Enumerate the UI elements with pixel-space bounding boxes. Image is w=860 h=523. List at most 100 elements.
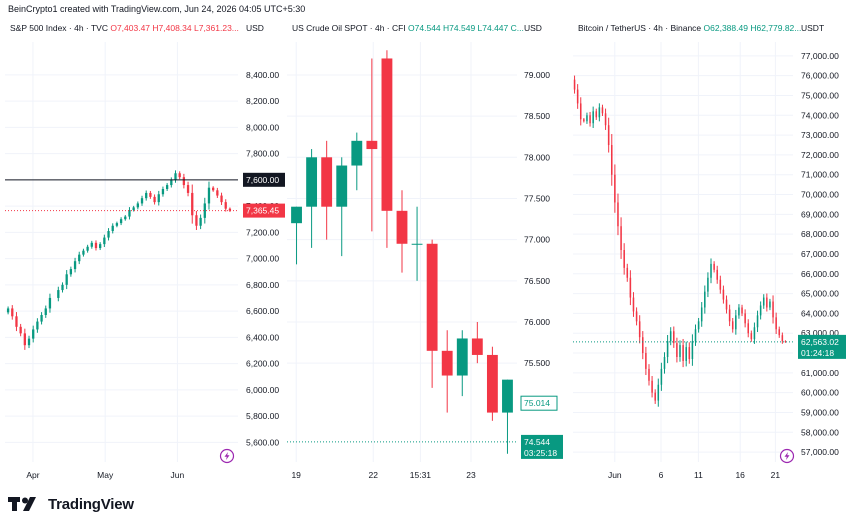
candle-body: [781, 335, 784, 342]
candle-body: [688, 347, 691, 359]
candle-body: [586, 115, 588, 122]
candle-body: [119, 219, 123, 224]
candle-body: [170, 179, 173, 186]
candle-body: [694, 329, 697, 342]
lightning-icon[interactable]: [779, 448, 795, 464]
ohlc-value: L74.447: [478, 23, 511, 33]
sp500-chart[interactable]: S&P 500 Index · 4h · TVC O7,403.47 H7,40…: [0, 0, 285, 490]
last-price-badge: [521, 434, 563, 459]
y-tick-label: 73,000.00: [801, 130, 839, 140]
candle-body: [713, 263, 715, 270]
candle-body: [6, 308, 10, 313]
y-tick-label: 78.000: [524, 152, 550, 162]
candle-body: [601, 107, 604, 114]
candle-body: [36, 321, 39, 330]
last-price-label: 74.544: [524, 437, 550, 447]
candle-body: [69, 269, 73, 275]
candle-body: [411, 243, 423, 245]
candle-body: [645, 353, 647, 369]
candle-body: [673, 331, 675, 344]
y-tick-label: 77.000: [524, 235, 550, 245]
ohlc-value: H7,408.34: [152, 23, 194, 33]
crude-oil-chart[interactable]: US Crude Oil SPOT · 4h · CFI O74.544 H74…: [285, 0, 571, 490]
ohlc-value: O7,403.47: [110, 23, 152, 33]
candle-body: [772, 301, 774, 318]
ohlc-value: L7,361.23...: [194, 23, 239, 33]
candle-body: [756, 315, 759, 328]
symbol-label: Bitcoin / TetherUS · 4h · Binance: [578, 23, 704, 33]
x-tick-label: 16: [735, 470, 745, 480]
y-tick-label: 58,000.00: [801, 427, 839, 437]
candle-body: [182, 177, 186, 186]
candle-body: [707, 277, 709, 292]
candle-body: [710, 263, 712, 278]
candle-body: [629, 277, 632, 298]
candle-body: [203, 203, 206, 218]
y-tick-label: 6,600.00: [246, 306, 279, 316]
y-tick-label: 6,400.00: [246, 332, 279, 342]
candle-body: [731, 321, 734, 330]
candle-body: [199, 217, 202, 226]
candle-body: [725, 299, 728, 310]
x-tick-label: Jun: [171, 470, 185, 480]
candle-body: [583, 119, 585, 122]
candle-body: [224, 202, 227, 209]
candle-body: [576, 89, 579, 104]
x-tick-label: 19: [291, 470, 301, 480]
ohlc-value: O74.544: [408, 23, 443, 33]
candle-body: [617, 202, 619, 227]
chart-credit: BeinCrypto1 created with TradingView.com…: [8, 4, 306, 14]
candle-body: [132, 207, 135, 210]
candle-body: [741, 307, 743, 314]
candle-body: [48, 297, 52, 309]
x-tick-label: Jun: [608, 470, 622, 480]
candle-body: [623, 250, 625, 268]
candle-body: [635, 311, 638, 322]
candle-body: [149, 192, 152, 197]
candle-body: [111, 225, 114, 231]
y-tick-label: 65,000.00: [801, 289, 839, 299]
bitcoin-chart[interactable]: Bitcoin / TetherUS · 4h · Binance O62,38…: [571, 0, 860, 490]
candle-body: [648, 368, 650, 381]
candle-body: [654, 392, 656, 401]
candle-body: [679, 345, 681, 357]
candle-body: [212, 187, 215, 191]
candle-body: [651, 380, 653, 393]
candle-body: [700, 307, 703, 322]
y-tick-label: 68,000.00: [801, 229, 839, 239]
candle-body: [762, 297, 765, 306]
candle-body: [759, 305, 762, 316]
candle-body: [614, 174, 616, 203]
candle-body: [32, 329, 35, 339]
currency-label: USD: [524, 23, 542, 33]
candle-body: [291, 206, 302, 224]
candle-body: [140, 198, 144, 204]
y-tick-label: 71,000.00: [801, 170, 839, 180]
x-tick-label: 15:31: [410, 470, 432, 480]
candle-body: [663, 357, 666, 369]
candle-body: [165, 185, 169, 189]
lightning-icon[interactable]: [219, 448, 235, 464]
candle-body: [691, 341, 694, 359]
candle-body: [90, 242, 93, 247]
candle-body: [336, 165, 348, 207]
tradingview-logo-icon: [8, 497, 36, 511]
candle-body: [216, 190, 219, 196]
candle-body: [174, 173, 177, 180]
y-tick-label: 63,000.00: [801, 328, 839, 338]
candle-body: [44, 308, 47, 315]
ohlc-value: O62,388.49: [704, 23, 751, 33]
currency-label: USDT: [801, 23, 824, 33]
candle-body: [775, 317, 777, 330]
y-tick-label: 79.000: [524, 70, 550, 80]
x-tick-label: 6: [659, 470, 664, 480]
candle-body: [220, 195, 223, 203]
y-tick-label: 57,000.00: [801, 447, 839, 457]
symbol-label: US Crude Oil SPOT · 4h · CFI: [292, 23, 408, 33]
candle-body: [195, 215, 198, 226]
candle-body: [57, 290, 60, 298]
y-tick-label: 61,000.00: [801, 368, 839, 378]
y-tick-label: 7,200.00: [246, 227, 279, 237]
candle-body: [145, 192, 148, 199]
candle-body: [128, 210, 131, 217]
